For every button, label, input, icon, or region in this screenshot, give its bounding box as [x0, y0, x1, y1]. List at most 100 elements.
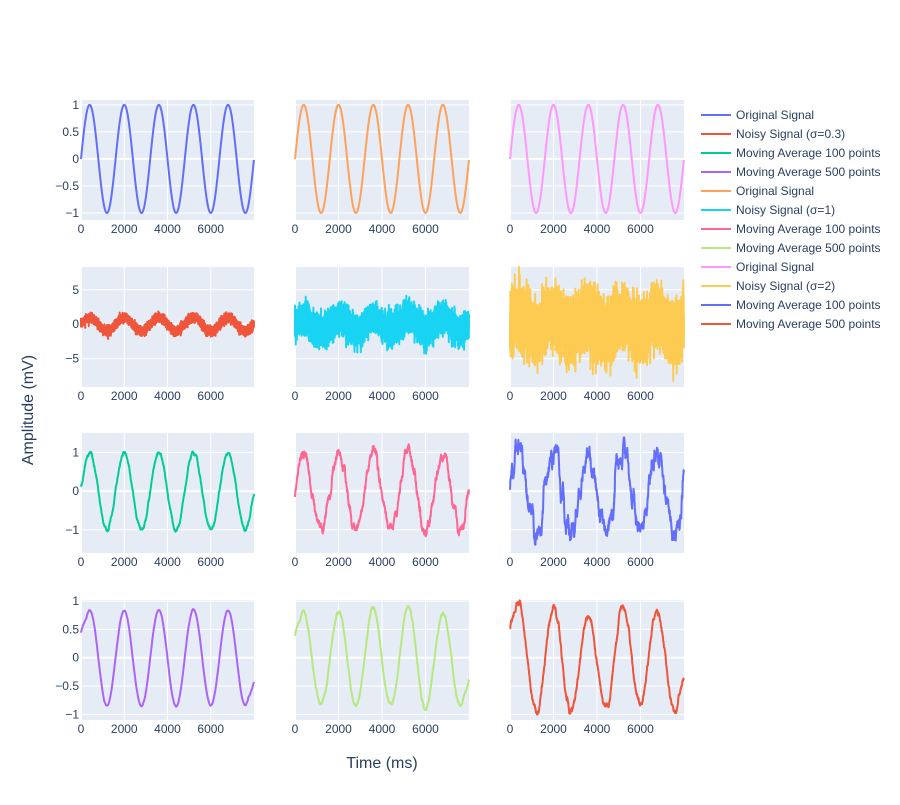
subplot-r1-c3: 0 2000 4000 6000 [507, 100, 684, 236]
x-tick-label: 4000 [154, 222, 181, 236]
series-line-3 [80, 450, 255, 533]
x-tick-label: 4000 [369, 722, 396, 736]
y-tick-label: −1 [65, 707, 79, 721]
x-tick-label: 0 [78, 555, 85, 569]
y-tick-label: 1 [72, 594, 79, 608]
x-tick-label: 6000 [412, 722, 439, 736]
legend-item[interactable]: Moving Average 500 points [701, 241, 881, 255]
y-tick-label: 0.5 [62, 622, 79, 636]
legend-item[interactable]: Original Signal [701, 108, 814, 122]
x-tick-label: 6000 [627, 722, 654, 736]
y-tick-label: 0 [72, 484, 79, 498]
y-tick-label: −5 [65, 352, 79, 366]
x-tick-label: 4000 [584, 555, 611, 569]
series-line-7 [294, 443, 470, 538]
x-tick-label: 6000 [197, 555, 224, 569]
x-axis-title: Time (ms) [346, 755, 417, 772]
legend-item[interactable]: Moving Average 100 points [701, 222, 881, 236]
x-tick-label: 4000 [154, 555, 181, 569]
subplots: 0 2000 4000 6000 −1 −0.5 0 0.5 1 0 2000 4000 6000 0 20… [55, 98, 685, 736]
x-tick-label: 0 [507, 555, 514, 569]
legend-item[interactable]: Original Signal [701, 260, 814, 274]
x-tick-label: 2000 [325, 555, 352, 569]
x-tick-label: 6000 [627, 555, 654, 569]
subplot-r2-c1: 0 2000 4000 6000 −5 0 5 [65, 267, 254, 403]
x-tick-label: 2000 [111, 389, 138, 403]
legend-item[interactable]: Noisy Signal (σ=0.3) [701, 127, 845, 141]
legend-label: Noisy Signal (σ=1) [736, 203, 835, 217]
x-tick-label: 0 [507, 722, 514, 736]
x-tick-label: 2000 [540, 222, 567, 236]
legend-label: Moving Average 100 points [736, 222, 881, 236]
x-tick-label: 2000 [325, 722, 352, 736]
subplot-r4-c3: 0 2000 4000 6000 [507, 600, 684, 736]
y-tick-label: 1 [72, 445, 79, 459]
legend-label: Moving Average 100 points [736, 298, 881, 312]
x-tick-label: 4000 [154, 389, 181, 403]
legend-label: Moving Average 500 points [736, 241, 881, 255]
series-line-5 [294, 103, 470, 214]
legend-item[interactable]: Original Signal [701, 184, 814, 198]
x-tick-label: 4000 [154, 722, 181, 736]
legend-label: Original Signal [736, 108, 814, 122]
x-tick-label: 0 [292, 555, 299, 569]
x-tick-label: 4000 [584, 389, 611, 403]
x-tick-label: 6000 [627, 389, 654, 403]
y-tick-label: −1 [65, 206, 79, 220]
subplot-r1-c2: 0 2000 4000 6000 [292, 100, 469, 236]
x-tick-label: 0 [78, 389, 85, 403]
x-tick-label: 0 [292, 389, 299, 403]
y-tick-label: 5 [72, 283, 79, 297]
subplot-r4-c1: 0 2000 4000 6000 −1 −0.5 0 0.5 1 [55, 594, 254, 736]
series-line-9 [509, 103, 685, 214]
x-tick-label: 6000 [197, 222, 224, 236]
x-tick-label: 2000 [111, 222, 138, 236]
x-tick-label: 4000 [369, 222, 396, 236]
y-tick-label: −0.5 [55, 679, 79, 693]
series-line-8 [294, 605, 470, 712]
legend-item[interactable]: Moving Average 100 points [701, 146, 881, 160]
subplot-r4-c2: 0 2000 4000 6000 [292, 600, 469, 736]
x-tick-label: 2000 [540, 389, 567, 403]
legend-item[interactable]: Moving Average 100 points [701, 298, 881, 312]
y-tick-label: 0 [72, 651, 79, 665]
series-line-6 [294, 294, 470, 355]
x-tick-label: 0 [292, 222, 299, 236]
x-tick-label: 4000 [369, 389, 396, 403]
series-line-4 [80, 608, 255, 708]
x-tick-label: 0 [507, 222, 514, 236]
y-tick-label: 0 [72, 152, 79, 166]
legend-label: Noisy Signal (σ=2) [736, 279, 835, 293]
legend-item[interactable]: Moving Average 500 points [701, 165, 881, 179]
x-tick-label: 0 [78, 222, 85, 236]
x-tick-label: 2000 [325, 222, 352, 236]
x-tick-label: 6000 [412, 555, 439, 569]
legend-label: Original Signal [736, 260, 814, 274]
y-tick-label: 0 [72, 317, 79, 331]
x-tick-label: 6000 [197, 389, 224, 403]
legend-label: Moving Average 500 points [736, 317, 881, 331]
y-tick-label: 0.5 [62, 125, 79, 139]
series-line-2 [80, 310, 255, 340]
x-tick-label: 6000 [412, 389, 439, 403]
x-tick-label: 6000 [412, 222, 439, 236]
legend-label: Moving Average 500 points [736, 165, 881, 179]
x-tick-label: 0 [292, 722, 299, 736]
legend: Original Signal Noisy Signal (σ=0.3) Movin… [701, 108, 881, 331]
x-tick-label: 0 [507, 389, 514, 403]
legend-item[interactable]: Noisy Signal (σ=1) [701, 203, 835, 217]
y-axis-title: Amplitude (mV) [20, 355, 37, 465]
series-line-1 [80, 103, 255, 214]
x-tick-label: 6000 [197, 722, 224, 736]
y-tick-label: −1 [65, 523, 79, 537]
x-tick-label: 2000 [325, 389, 352, 403]
x-tick-label: 4000 [584, 222, 611, 236]
x-tick-label: 2000 [111, 555, 138, 569]
legend-item[interactable]: Noisy Signal (σ=2) [701, 279, 835, 293]
x-tick-label: 2000 [111, 722, 138, 736]
x-tick-label: 6000 [627, 222, 654, 236]
x-tick-label: 4000 [584, 722, 611, 736]
y-tick-label: −0.5 [55, 179, 79, 193]
legend-item[interactable]: Moving Average 500 points [701, 317, 881, 331]
